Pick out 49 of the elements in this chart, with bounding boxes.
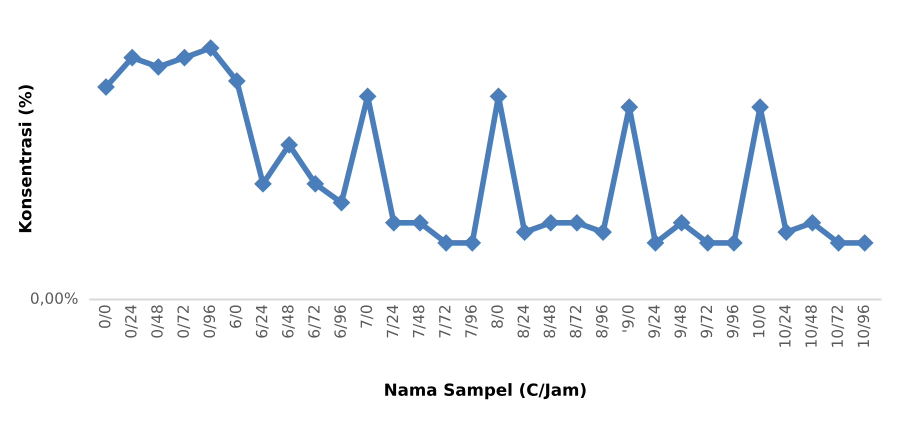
x-tick-label: 6/24 [256,305,269,338]
point [673,214,690,232]
x-tick-label: 7/48 [412,305,426,338]
x-tick-label: 10/96 [858,305,870,347]
x-tick-label: 0/0 [98,305,112,328]
x-tick-label: 6/96 [334,305,348,338]
point [516,224,534,241]
y-axis-title: Konsentrasi (%) [18,85,34,232]
point [176,49,194,66]
x-tick-label: 0/96 [204,305,216,338]
x-tick-label: '9/0 [622,305,635,332]
x-tick-label: 10/48 [805,305,818,347]
x-tick-label: 7/96 [465,305,478,338]
x-tick-label: 7/0 [360,305,374,328]
point [228,72,246,90]
x-tick-label: 8/72 [570,306,583,338]
x-tick-label: 10/24 [779,305,792,347]
x-tick-label: 6/0 [230,305,242,328]
x-tick-label: 8/48 [544,305,556,338]
x-tick-label: 0/72 [177,306,190,338]
x-tick-label: 9/24 [648,305,662,338]
x-tick-label: 10/72 [831,306,844,347]
x-tick-label: 6/48 [282,305,295,338]
point [124,49,141,66]
x-tick-label: 6/72 [308,306,321,338]
point [306,175,324,192]
x-tick-label: 8/96 [596,305,609,338]
point [97,78,115,96]
x-tick-label: 7/24 [386,305,400,338]
point [594,224,612,241]
point [280,136,298,154]
x-tick-label: 9/96 [726,305,740,338]
x-tick-label: 10/0 [752,305,766,337]
x-tick-label: 8/24 [517,305,530,338]
x-tick-label: 9/72 [700,306,714,338]
point [646,234,664,252]
text: 0,00% [30,292,78,306]
point [778,224,795,241]
x-tick-label: 8/0 [491,305,504,328]
x-axis-title: Nama Sampel (C/Jam) [385,383,586,400]
point [254,175,272,192]
x-tick-label: 9/48 [674,305,688,338]
point [804,214,821,232]
x-tick-label: 0/48 [151,305,164,338]
point [150,58,167,76]
x-tick-label: 0/24 [125,305,138,338]
point [332,194,350,212]
point [202,40,220,57]
x-tick-label: 7/72 [438,306,452,338]
